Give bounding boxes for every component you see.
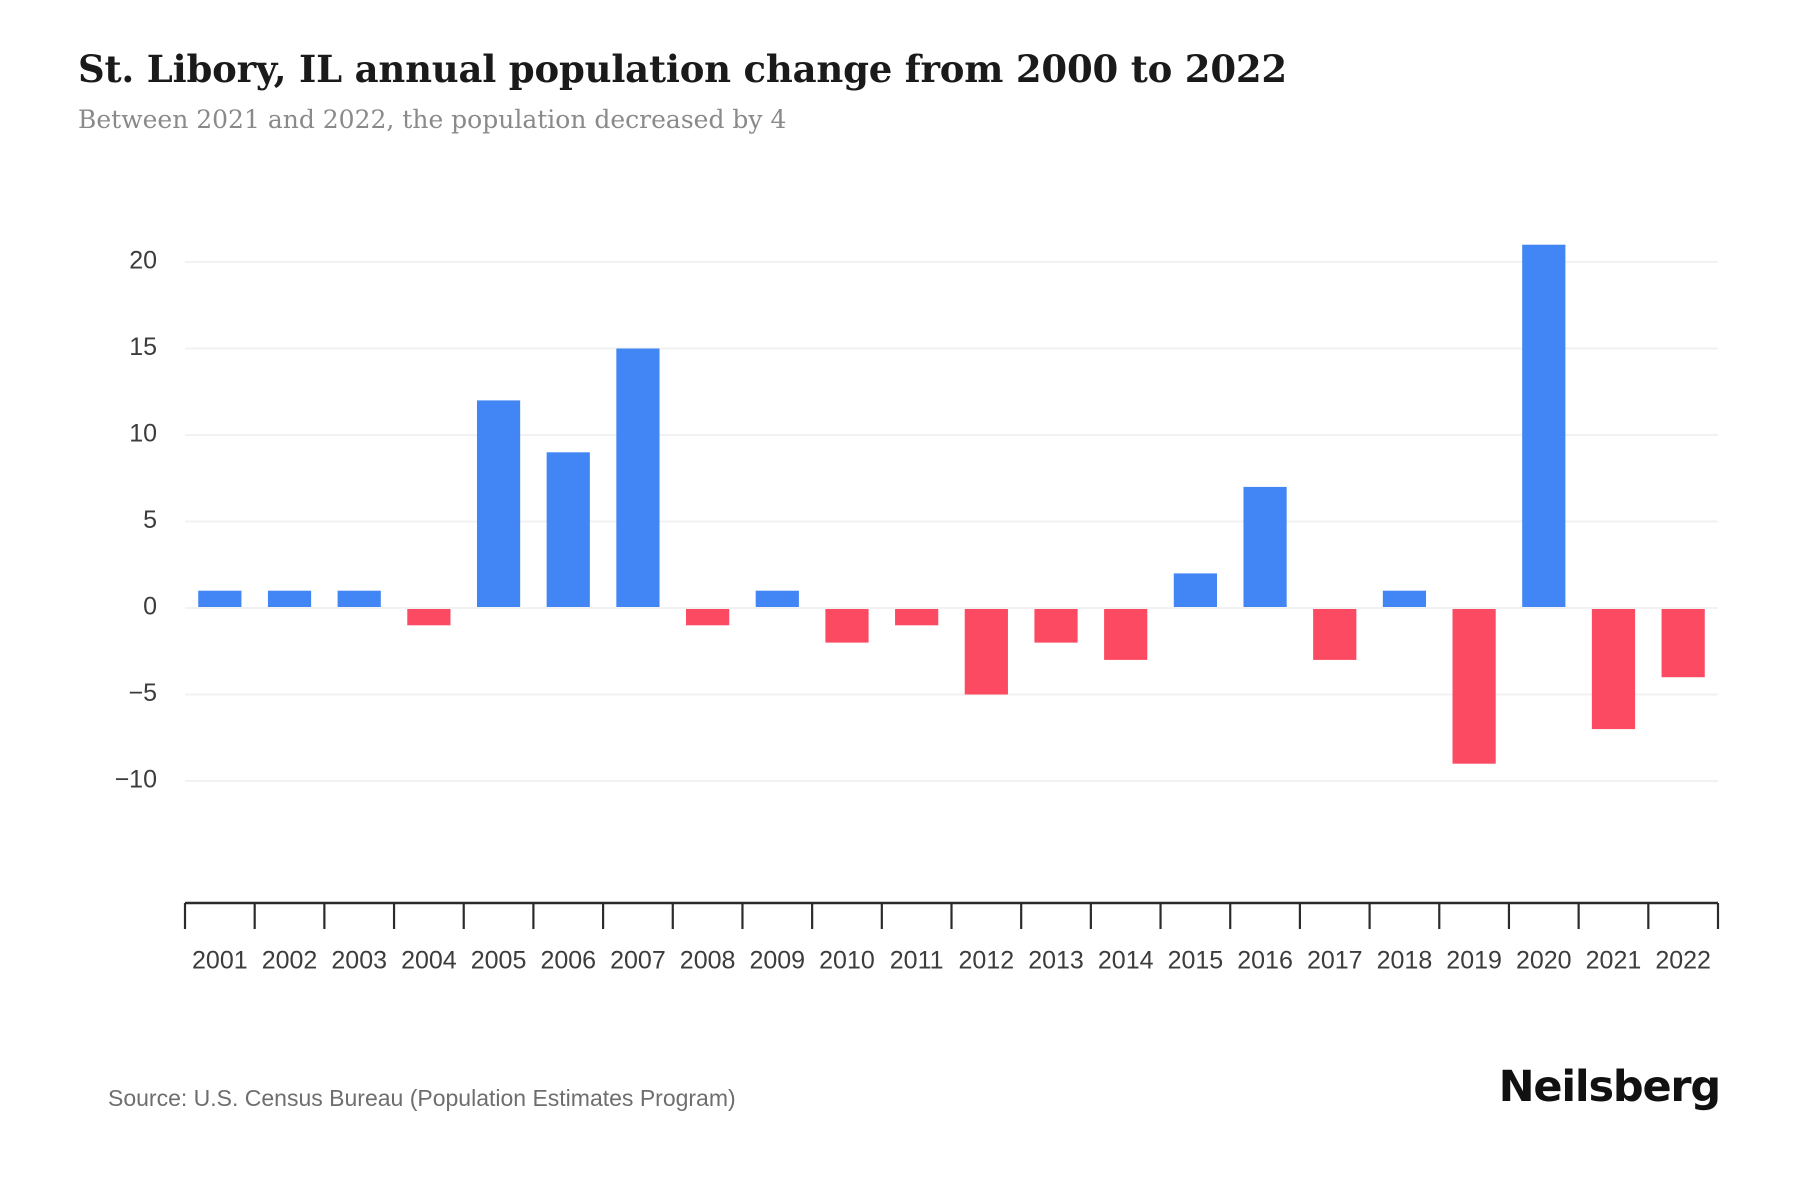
bar-2020[interactable]	[1522, 244, 1566, 608]
bar-2013[interactable]	[1034, 608, 1078, 643]
bar-2012[interactable]	[964, 608, 1008, 695]
x-axis-tick-label: 2011	[890, 947, 944, 975]
page-title: St. Libory, IL annual population change …	[78, 47, 1287, 91]
bar-2002[interactable]	[267, 590, 312, 608]
y-axis-tick-label: −5	[128, 679, 157, 707]
bar-2006[interactable]	[546, 452, 590, 608]
x-axis-tick-label: 2016	[1237, 947, 1293, 975]
bar-2004[interactable]	[407, 608, 451, 626]
bar-2005[interactable]	[476, 400, 521, 608]
y-axis-tick-label: 0	[143, 593, 157, 621]
x-axis-tick-label: 2021	[1586, 947, 1642, 975]
x-axis-tick-label: 2002	[262, 947, 318, 975]
x-axis-tick-label: 2019	[1446, 947, 1502, 975]
y-axis-tick-label: 20	[129, 247, 157, 275]
x-axis-tick-label: 2005	[471, 947, 527, 975]
x-axis-tick-label: 2022	[1655, 947, 1711, 975]
bar-2008[interactable]	[686, 608, 730, 626]
source-note: Source: U.S. Census Bureau (Population E…	[108, 1085, 736, 1111]
bar-2021[interactable]	[1591, 608, 1636, 730]
bar-2010[interactable]	[825, 608, 869, 643]
x-axis-tick-label: 2001	[192, 947, 248, 975]
bar-2018[interactable]	[1382, 590, 1427, 608]
bar-2014[interactable]	[1104, 608, 1148, 660]
x-axis-tick-label: 2010	[819, 947, 875, 975]
x-axis-tick-label: 2018	[1377, 947, 1433, 975]
bar-2007[interactable]	[616, 348, 660, 609]
y-axis-tick-label: −10	[115, 766, 157, 794]
x-axis-tick-label: 2020	[1516, 947, 1572, 975]
x-axis-tick-label: 2012	[959, 947, 1015, 975]
y-axis-tick-label: 15	[129, 333, 157, 361]
bar-2017[interactable]	[1313, 608, 1357, 660]
x-axis-tick-label: 2014	[1098, 947, 1154, 975]
x-axis-tick-label: 2008	[680, 947, 736, 975]
y-axis-tick-label: 5	[143, 506, 157, 534]
chart-header: St. Libory, IL annual population change …	[78, 48, 1718, 135]
bar-2019[interactable]	[1452, 608, 1496, 764]
bar-2003[interactable]	[337, 590, 381, 608]
bar-2015[interactable]	[1173, 573, 1217, 608]
x-axis-tick-label: 2004	[401, 947, 457, 975]
bar-2016[interactable]	[1243, 486, 1287, 608]
y-axis-tick-label: 10	[129, 420, 157, 448]
x-axis-tick-label: 2017	[1307, 947, 1363, 975]
bar-2022[interactable]	[1661, 608, 1705, 678]
x-axis-tick-label: 2009	[749, 947, 805, 975]
x-axis-tick-label: 2013	[1028, 947, 1084, 975]
bar-2009[interactable]	[755, 590, 799, 608]
x-axis-tick-label: 2006	[540, 947, 596, 975]
x-axis-tick-label: 2003	[331, 947, 387, 975]
bar-2011[interactable]	[895, 608, 939, 626]
bar-2001[interactable]	[198, 590, 242, 608]
x-axis-tick-label: 2007	[610, 947, 666, 975]
x-axis-tick-label: 2015	[1168, 947, 1224, 975]
neilsberg-logo: Neilsberg	[1498, 1062, 1722, 1112]
chart-subtitle: Between 2021 and 2022, the population de…	[78, 104, 787, 134]
